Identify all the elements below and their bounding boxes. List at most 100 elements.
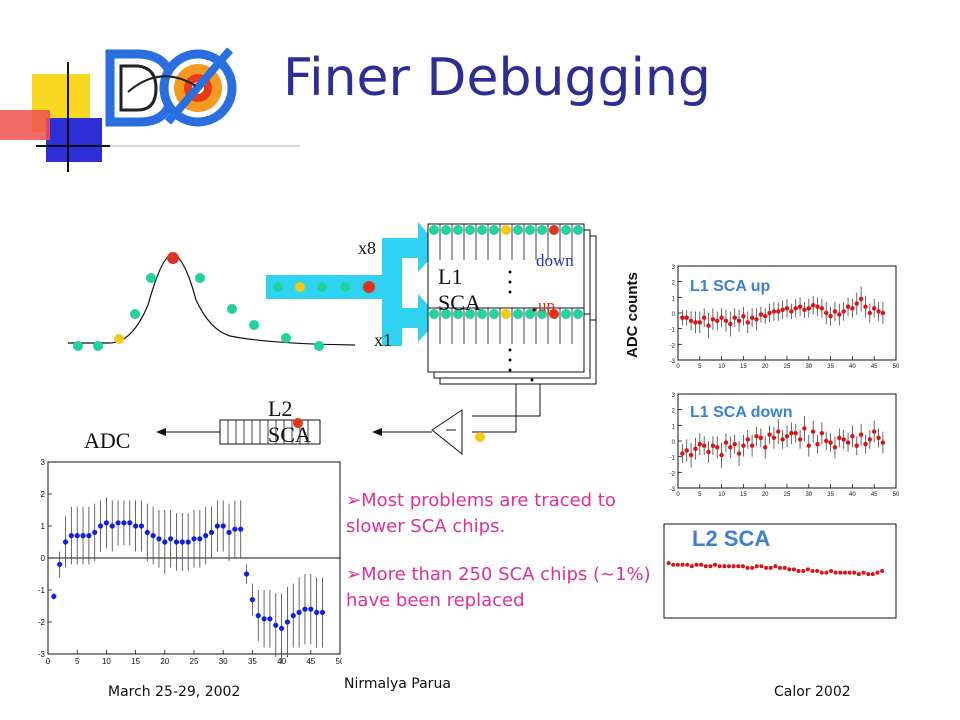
data-point — [703, 564, 708, 569]
x-tick-label: 10 — [718, 364, 725, 370]
data-point — [828, 313, 833, 319]
data-point — [706, 323, 711, 328]
data-point — [92, 529, 98, 535]
data-point — [273, 622, 279, 628]
data-point — [736, 451, 742, 456]
data-point — [819, 430, 825, 436]
y-tick-label: -3 — [670, 359, 676, 365]
data-point — [867, 310, 873, 316]
y-tick-label: -1 — [670, 456, 676, 462]
data-point — [858, 432, 864, 437]
data-point — [694, 562, 699, 567]
y-tick-label: 2 — [672, 409, 676, 415]
data-point — [693, 446, 698, 452]
amplifier-symbol — [431, 409, 463, 456]
data-point — [815, 569, 820, 573]
x-tick-label: 40 — [849, 492, 856, 498]
data-point — [754, 434, 759, 439]
data-point — [802, 307, 807, 313]
data-point — [214, 523, 220, 529]
data-point — [279, 625, 285, 631]
data-point — [797, 304, 803, 309]
data-point — [856, 572, 861, 577]
data-point — [697, 441, 702, 447]
l1-sca-up-label: L1 SCA up — [690, 278, 771, 295]
x-tick-label: 15 — [740, 492, 747, 498]
data-point — [680, 315, 685, 320]
data-point — [815, 304, 820, 309]
data-point — [185, 539, 191, 545]
data-point — [717, 564, 722, 569]
data-point — [867, 437, 873, 442]
data-point — [732, 315, 737, 320]
data-point — [745, 437, 750, 442]
data-point — [57, 561, 63, 567]
data-point — [68, 533, 74, 539]
data-point — [793, 306, 798, 311]
data-point — [876, 309, 881, 314]
data-point — [767, 310, 772, 316]
data-point — [715, 445, 720, 450]
data-point — [872, 306, 877, 311]
data-point — [784, 306, 790, 311]
l1-sca-cells — [439, 224, 573, 344]
ellipsis-dots — [508, 270, 536, 382]
data-point — [719, 452, 724, 458]
data-point — [763, 313, 768, 319]
data-point — [845, 440, 851, 445]
sca-diagram — [68, 222, 597, 456]
data-point — [858, 296, 864, 302]
bullet-2-text: More than 250 SCA chips (~1%) have been … — [346, 564, 651, 611]
data-point — [741, 313, 746, 319]
data-point — [880, 310, 886, 316]
data-point — [837, 312, 842, 317]
x-tick-label: 5 — [698, 492, 702, 498]
x-tick-label: 20 — [762, 492, 769, 498]
data-point — [819, 306, 825, 311]
data-point — [680, 562, 685, 567]
y-tick-label: -1 — [38, 586, 46, 595]
data-point — [688, 452, 694, 458]
data-point — [787, 567, 792, 572]
chart-l2-sca — [663, 523, 897, 619]
label-x8: x8 — [358, 238, 376, 258]
y-tick-label: 3 — [672, 393, 676, 399]
label-down: down — [536, 251, 574, 270]
data-point — [780, 437, 785, 442]
data-point — [841, 437, 846, 442]
data-point — [776, 429, 781, 434]
data-point — [97, 523, 104, 529]
data-point — [805, 567, 810, 572]
data-point — [764, 565, 769, 570]
data-point — [845, 304, 851, 309]
data-point — [689, 564, 694, 569]
bullet-1: ➢Most problems are traced to slower SCA … — [346, 488, 660, 540]
data-point — [866, 572, 871, 577]
data-point — [62, 539, 69, 545]
data-point — [693, 320, 698, 325]
data-point — [850, 306, 855, 311]
y-tick-label: 3 — [41, 458, 46, 467]
x-tick-label: 10 — [718, 492, 725, 498]
data-point — [780, 307, 785, 313]
x-tick-label: 5 — [698, 364, 702, 370]
data-point — [854, 301, 859, 306]
data-point — [290, 613, 296, 619]
blue-square — [46, 118, 102, 162]
footer-author: Nirmalya Parua — [344, 676, 451, 692]
data-point — [736, 564, 741, 569]
data-point — [789, 309, 794, 314]
x-tick-label: 15 — [131, 657, 140, 666]
data-point — [863, 441, 868, 447]
x-tick-label: 50 — [893, 364, 900, 370]
data-point — [832, 309, 838, 314]
data-point — [680, 451, 685, 456]
data-point — [302, 606, 308, 612]
data-point — [243, 571, 250, 577]
data-point — [861, 570, 866, 575]
data-point — [713, 562, 718, 567]
arrow-bullet-icon: ➢ — [346, 490, 362, 511]
data-point — [791, 567, 796, 572]
